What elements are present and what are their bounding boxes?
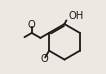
Text: O: O bbox=[28, 20, 36, 30]
Text: O: O bbox=[40, 54, 48, 64]
Text: OH: OH bbox=[69, 11, 84, 21]
